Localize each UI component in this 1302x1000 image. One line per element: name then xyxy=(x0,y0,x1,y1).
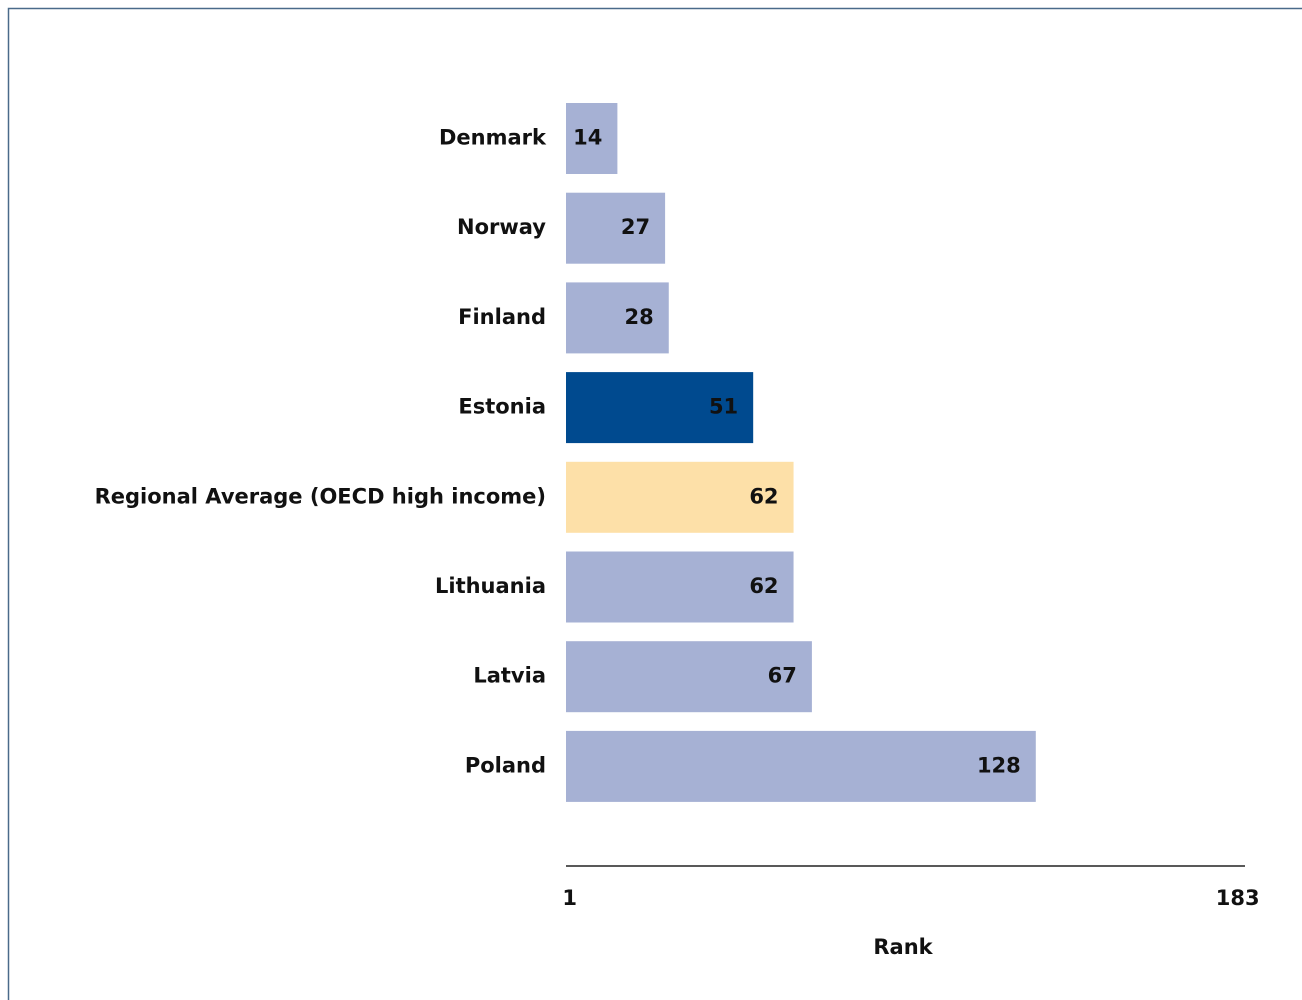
bar xyxy=(566,103,618,174)
category-label: Regional Average (OECD high income) xyxy=(95,484,546,508)
bar xyxy=(566,551,794,623)
category-label: Poland xyxy=(465,753,546,777)
bar xyxy=(566,641,812,713)
x-tick-label: 1 xyxy=(562,886,577,910)
bar xyxy=(566,372,754,444)
value-label: 27 xyxy=(621,215,650,239)
category-label: Denmark xyxy=(439,126,547,150)
x-axis-label: Rank xyxy=(873,935,933,959)
category-label: Norway xyxy=(457,215,546,239)
category-label: Lithuania xyxy=(435,574,546,598)
category-label: Estonia xyxy=(458,395,546,419)
frame xyxy=(7,7,1302,1000)
category-label: Finland xyxy=(458,305,546,329)
value-label: 62 xyxy=(749,484,778,508)
value-label: 67 xyxy=(768,664,797,688)
value-label: 14 xyxy=(573,126,602,150)
bar xyxy=(566,730,1036,802)
bar xyxy=(566,461,794,533)
value-label: 51 xyxy=(709,395,738,419)
value-label: 128 xyxy=(977,753,1021,777)
category-label: Latvia xyxy=(473,664,546,688)
bar xyxy=(566,192,666,264)
bar xyxy=(566,282,669,354)
value-label: 62 xyxy=(749,574,778,598)
x-tick-label: 183 xyxy=(1216,886,1260,910)
value-label: 28 xyxy=(625,305,654,329)
